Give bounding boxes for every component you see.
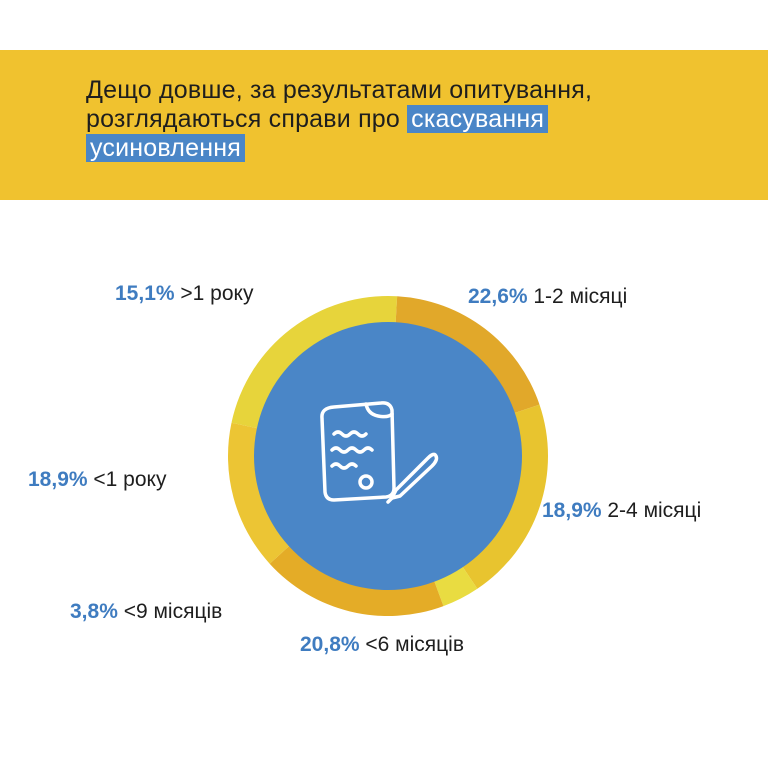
slice-label-less-9-months: 3,8% <9 місяців: [70, 600, 222, 624]
slice-percent: 22,6%: [468, 285, 528, 308]
slice-percent: 18,9%: [28, 468, 88, 491]
title-text: Дещо довше, за результатами опитування, …: [86, 76, 593, 133]
slice-category: 2-4 місяці: [601, 499, 702, 522]
slice-percent: 20,8%: [300, 633, 360, 656]
slice-category: >1 року: [174, 282, 254, 305]
center-circle: [254, 322, 522, 590]
document-with-pen-icon: [320, 401, 439, 504]
slice-percent: 15,1%: [115, 282, 175, 305]
slice-label-more-1-year: 15,1% >1 року: [115, 282, 253, 306]
header-banner: [0, 50, 768, 200]
slice-label-2-4-months: 18,9% 2-4 місяці: [542, 499, 701, 523]
slice-category: <9 місяців: [117, 600, 223, 623]
slice-percent: 3,8%: [70, 600, 118, 623]
slice-category: <6 місяців: [359, 633, 464, 656]
title-highlight-2: усиновлення: [86, 134, 245, 162]
slice-category: 1-2 місяці: [527, 285, 628, 308]
slice-label-less-6-months: 20,8% <6 місяців: [300, 633, 464, 657]
page-title: Дещо довше, за результатами опитування, …: [86, 76, 706, 163]
title-highlight-1: скасування: [407, 105, 549, 133]
slice-label-less-1-year: 18,9% <1 року: [28, 468, 166, 492]
slice-category: <1 року: [87, 468, 167, 491]
slice-label-1-2-months: 22,6% 1-2 місяці: [468, 285, 627, 309]
slice-percent: 18,9%: [542, 499, 602, 522]
